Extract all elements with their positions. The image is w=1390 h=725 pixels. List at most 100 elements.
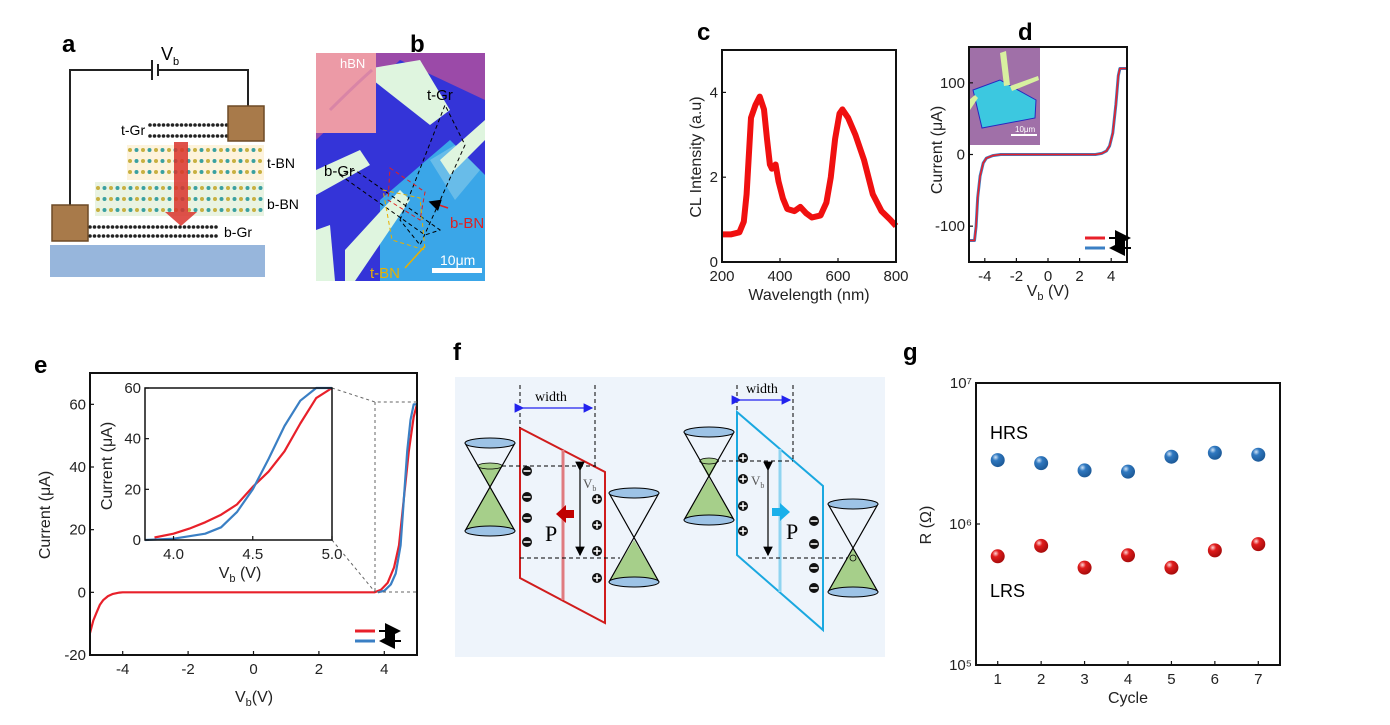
bn-atom: [206, 186, 211, 190]
carbon-atom: [196, 234, 200, 238]
polarization-arrow-left: [556, 505, 574, 523]
carbon-atom: [148, 134, 152, 138]
bn-atom: [252, 186, 256, 190]
bn-atom: [199, 170, 204, 174]
carbon-atom: [184, 123, 188, 127]
bn-atom: [252, 197, 256, 201]
bn-atom: [226, 208, 230, 212]
panel-label-e: e: [34, 352, 47, 379]
x-axis-label: Wavelength (nm): [748, 287, 869, 304]
bn-atom: [102, 197, 107, 201]
battery-label: Vb: [161, 44, 179, 68]
carbon-atom: [88, 234, 92, 238]
carbon-atom: [193, 134, 197, 138]
bn-atom: [245, 208, 250, 212]
x-tick-label: -2: [1010, 268, 1023, 285]
carbon-atom: [196, 225, 200, 229]
y-tick-label: 0: [133, 532, 141, 549]
bn-atom: [258, 186, 263, 190]
lrs-point: [990, 549, 1005, 564]
x-tick-label: 5: [1167, 671, 1175, 688]
carbon-atom: [97, 225, 101, 229]
bn-atom: [154, 186, 159, 190]
top-electrode: [227, 105, 265, 142]
carbon-atom: [160, 234, 164, 238]
carbon-atom: [161, 134, 166, 138]
lrs-point: [1207, 543, 1222, 558]
inset-background: [145, 388, 332, 540]
bn-atom: [115, 208, 120, 212]
bn-atom: [141, 148, 145, 152]
bn-atom: [115, 197, 120, 201]
carbon-atom: [206, 134, 211, 138]
bn-atom: [251, 170, 256, 174]
bn-atom: [167, 170, 171, 174]
bn-atom: [206, 148, 210, 152]
positive-charge-icon: [592, 573, 602, 583]
bn-atom: [219, 197, 224, 201]
bn-atom: [96, 186, 100, 190]
bn-atom: [232, 186, 237, 190]
bn-atom: [109, 186, 113, 190]
y-tick-label: 4: [710, 84, 718, 101]
carbon-atom: [206, 123, 211, 127]
bn-atom: [148, 186, 152, 190]
carbon-atom: [142, 225, 146, 229]
bn-atom: [167, 148, 171, 152]
vb-label-right: Vb: [751, 473, 764, 490]
carbon-atom: [220, 134, 224, 138]
carbon-atom: [169, 225, 173, 229]
carbon-atom: [188, 123, 193, 127]
bn-atom: [213, 186, 217, 190]
bn-atom: [161, 186, 165, 190]
y-tick-label: 40: [69, 459, 86, 476]
carbon-atom: [170, 134, 175, 138]
carbon-atom: [215, 123, 220, 127]
bn-atom: [245, 148, 249, 152]
carbon-atom: [202, 134, 206, 138]
carbon-atom: [169, 234, 173, 238]
bn-atom: [193, 148, 197, 152]
carbon-atom: [197, 134, 202, 138]
y-axis-label: CL Intensity (a.u): [688, 96, 705, 217]
negative-charge-icon: [522, 513, 532, 523]
bn-atom: [219, 159, 223, 163]
bn-atom: [200, 186, 204, 190]
lrs-point: [1077, 560, 1092, 575]
carbon-atom: [211, 123, 215, 127]
bn-atom: [212, 159, 217, 163]
carbon-atom: [164, 234, 169, 238]
carbon-atom: [175, 134, 179, 138]
lrs-point: [1251, 537, 1266, 552]
carbon-atom: [182, 234, 187, 238]
bn-atom: [134, 170, 139, 174]
carbon-atom: [148, 123, 152, 127]
carbon-atom: [161, 123, 166, 127]
bn-atom: [251, 148, 256, 152]
backward-sweep-line: [144, 386, 332, 542]
positive-charge-icon: [738, 453, 748, 463]
y-tick-label: 10⁵: [949, 657, 972, 674]
lrs-point: [1164, 560, 1179, 575]
carbon-atom: [110, 234, 115, 238]
negative-charge-icon: [809, 583, 819, 593]
bn-atom: [167, 186, 172, 190]
bn-atom: [154, 170, 158, 174]
bn-atom: [160, 170, 165, 174]
x-tick-label: 4.0: [163, 546, 184, 563]
carbon-atom: [193, 123, 197, 127]
carbon-atom: [146, 234, 151, 238]
hrs-point: [1034, 456, 1049, 471]
carbon-atom: [209, 234, 214, 238]
y-tick-label: 0: [957, 147, 965, 164]
scale-bar: [432, 268, 482, 273]
y-axis-label: Current (μA): [929, 106, 946, 194]
bn-atom: [122, 197, 126, 201]
x-tick-label: 0: [249, 661, 257, 678]
carbon-atom: [166, 123, 170, 127]
bn-atom: [96, 208, 100, 212]
x-tick-label: 6: [1211, 671, 1219, 688]
bn-atom: [258, 197, 263, 201]
bn-atom: [226, 186, 230, 190]
